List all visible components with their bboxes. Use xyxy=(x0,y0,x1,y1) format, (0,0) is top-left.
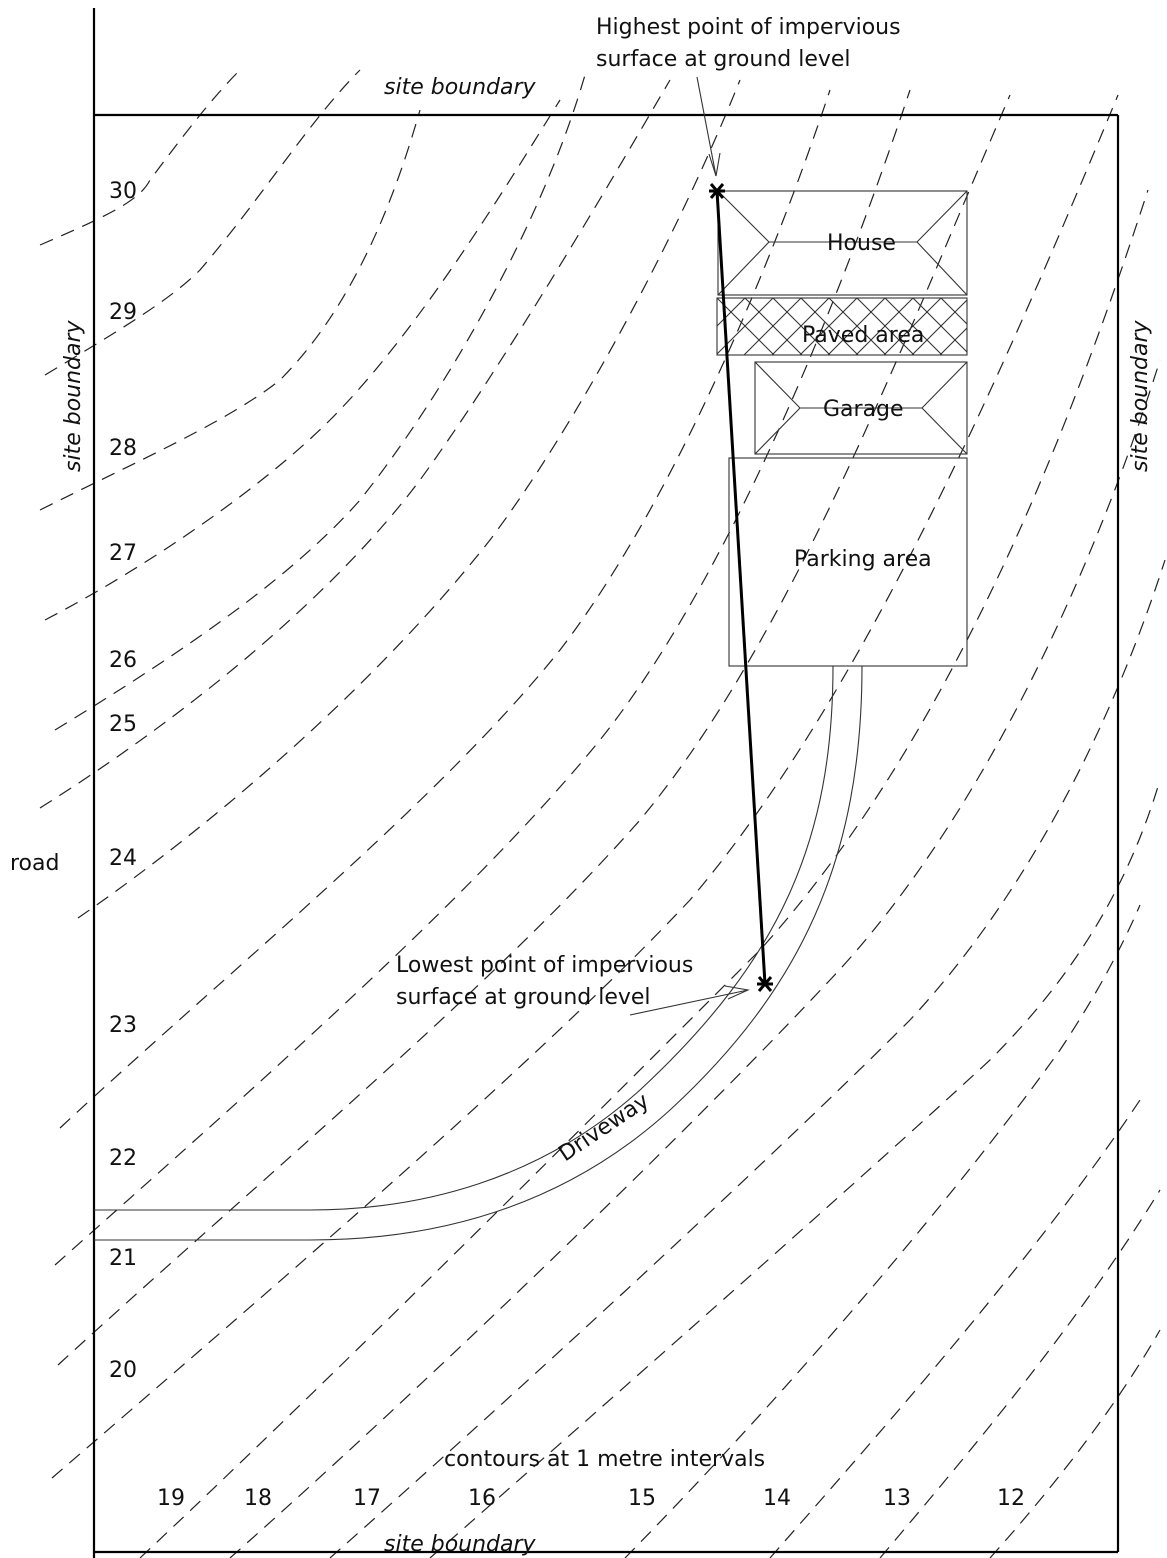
contour-label: 22 xyxy=(109,1146,137,1171)
highest-point-label-line2: surface at ground level xyxy=(596,47,851,72)
contour-label: 13 xyxy=(883,1486,911,1511)
lowest-point-label-line2: surface at ground level xyxy=(396,985,651,1010)
site-boundary-right-label: site boundary xyxy=(1128,319,1153,472)
contour-line xyxy=(77,79,741,919)
leader-lowest xyxy=(629,985,750,1016)
slope-line xyxy=(715,190,767,985)
contour-line xyxy=(769,1099,1141,1558)
contour-lines xyxy=(39,69,1166,1558)
road-label: road xyxy=(10,851,59,876)
contour-line xyxy=(624,904,1141,1558)
contour-label: 27 xyxy=(109,541,137,566)
contour-label: 15 xyxy=(628,1486,656,1511)
contour-label: 25 xyxy=(109,712,137,737)
house xyxy=(717,190,968,296)
lowest-point-label-line1: Lowest point of impervious xyxy=(396,953,693,978)
contours-note: contours at 1 metre intervals xyxy=(444,1447,765,1472)
contour-label: 19 xyxy=(157,1486,185,1511)
contour-label: 20 xyxy=(109,1358,137,1383)
paved-area xyxy=(716,297,968,356)
contour-line xyxy=(44,99,561,621)
leader-highest xyxy=(696,76,721,177)
garage-label: Garage xyxy=(823,397,904,422)
highest-point-marker xyxy=(709,183,725,199)
contour-label: 16 xyxy=(468,1486,496,1511)
contour-line xyxy=(44,69,361,376)
contour-line xyxy=(57,94,1011,1366)
contour-line xyxy=(54,74,586,731)
highest-point-label-line1: Highest point of impervious xyxy=(596,15,901,40)
contour-line xyxy=(139,189,1149,1558)
contour-line xyxy=(39,69,241,246)
contour-line xyxy=(329,559,1166,1558)
lowest-point-marker xyxy=(757,976,773,992)
contour-line xyxy=(51,94,1119,1479)
contour-line xyxy=(59,89,831,1129)
contour-line xyxy=(229,359,1161,1558)
contour-label: 23 xyxy=(109,1013,137,1038)
house-label: House xyxy=(827,231,896,256)
contour-label: 26 xyxy=(109,648,137,673)
paved-area-label: Paved area xyxy=(802,323,924,348)
contour-label: 12 xyxy=(997,1486,1025,1511)
site-boundary-bottom-label: site boundary xyxy=(384,1532,537,1557)
contour-line xyxy=(989,1329,1161,1558)
contour-label: 14 xyxy=(763,1486,791,1511)
site-boundary-top-label: site boundary xyxy=(384,75,537,100)
contour-label: 24 xyxy=(109,846,137,871)
contour-line xyxy=(879,1189,1161,1558)
contour-labels-bottom: 19 18 17 16 15 14 13 12 xyxy=(157,1486,1025,1511)
driveway-label: Driveway xyxy=(554,1089,654,1167)
driveway xyxy=(94,665,863,1241)
site-boundary-left-label: site boundary xyxy=(61,319,86,472)
parking-area xyxy=(728,457,968,667)
contour-label: 17 xyxy=(353,1486,381,1511)
contour-label: 21 xyxy=(109,1246,137,1271)
contour-label: 18 xyxy=(244,1486,272,1511)
contour-label: 30 xyxy=(109,179,137,204)
contour-label: 29 xyxy=(109,300,137,325)
contour-labels-left: 30 29 28 27 26 25 24 23 22 21 20 xyxy=(109,179,137,1383)
parking-area-label: Parking area xyxy=(794,547,932,572)
contour-line xyxy=(54,89,911,1266)
garage xyxy=(754,361,968,455)
site-boundary xyxy=(92,8,1120,1558)
contour-label: 28 xyxy=(109,436,137,461)
contour-line xyxy=(39,109,421,511)
contour-line xyxy=(429,779,1161,1558)
